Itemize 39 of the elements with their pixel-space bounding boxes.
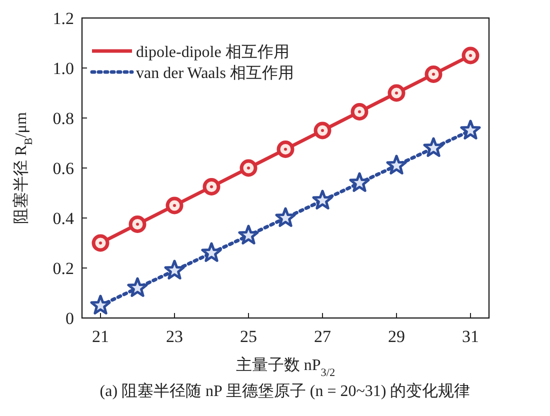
point [314, 122, 332, 140]
point [462, 46, 480, 64]
x-axis-title: 主量子数 nP$_{3/2}$ [236, 356, 336, 379]
x-tick-label: 23 [166, 327, 183, 346]
y-tick-label: 0.8 [52, 109, 74, 128]
point [164, 260, 185, 280]
x-tick-label: 31 [462, 327, 479, 346]
point [202, 178, 220, 196]
point [240, 159, 258, 177]
y-tick-label: 1.0 [52, 59, 74, 78]
x-tick-label: 21 [92, 327, 109, 346]
y-tick-label: 1.2 [52, 9, 74, 28]
y-tick-label: 0.2 [52, 259, 74, 278]
y-tick-label: 0.4 [52, 209, 74, 228]
point [386, 154, 407, 174]
x-tick-label: 29 [388, 327, 405, 346]
point [349, 172, 370, 192]
point [128, 216, 146, 233]
point [238, 224, 259, 244]
point [350, 103, 368, 120]
point [424, 66, 442, 83]
x-tick-label: 27 [314, 327, 332, 346]
text: (a) 阻塞半径随 nP 里德堡原子 (n = 20~31) 的变化规律 [100, 382, 470, 400]
point [166, 196, 184, 214]
legend-label: van der Waals 相互作用 [136, 64, 294, 82]
point [276, 140, 294, 158]
point [275, 207, 296, 227]
point [423, 137, 444, 157]
legend-label: dipole-dipole 相互作用 [136, 43, 290, 61]
point [90, 294, 111, 314]
point [460, 120, 481, 140]
x-tick-label: 25 [240, 327, 257, 346]
y-tick-label: 0 [66, 309, 74, 328]
y-tick-label: 0.6 [52, 159, 74, 178]
point [312, 190, 333, 210]
point [388, 84, 406, 102]
point [92, 234, 110, 252]
point [201, 242, 222, 262]
point [127, 277, 148, 297]
